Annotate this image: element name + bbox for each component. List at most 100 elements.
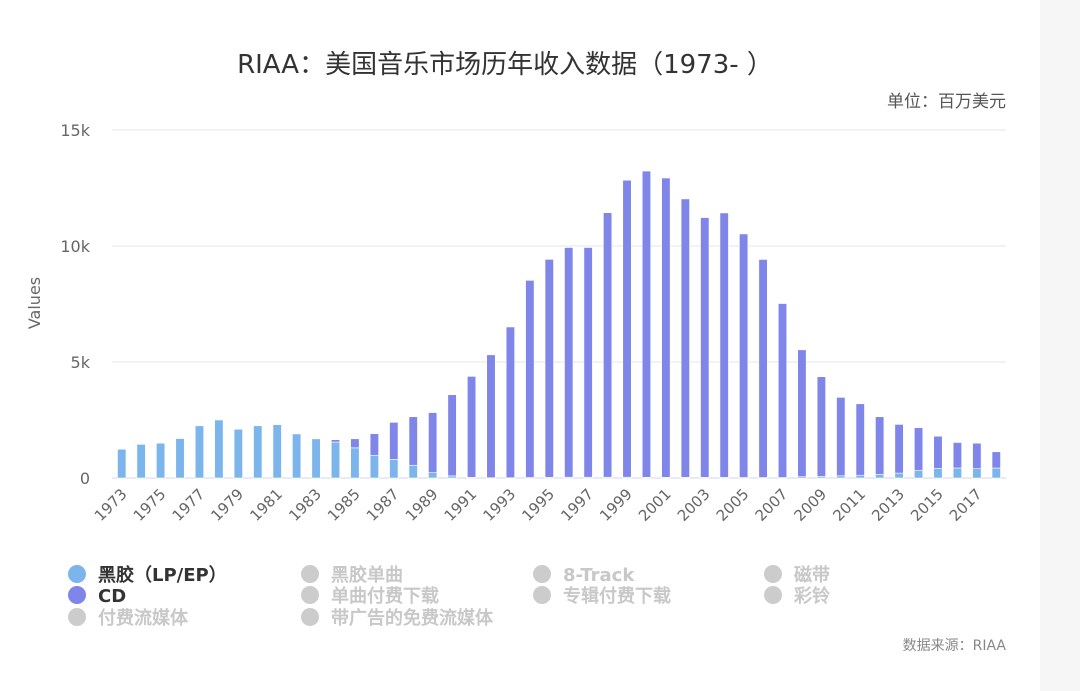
bar-vinyl-2016: [952, 467, 962, 479]
x-tick-label: 1989: [402, 485, 442, 525]
bar-cd-2018: [991, 451, 1001, 469]
bar-cd-2003: [700, 217, 710, 478]
x-tick-label: 1991: [441, 485, 481, 525]
legend-item[interactable]: 黑胶（LP/EP）: [68, 564, 227, 586]
legend-item[interactable]: 单曲付费下载: [301, 585, 439, 607]
legend-marker: [301, 586, 319, 604]
bar-vinyl-1990: [447, 475, 457, 479]
x-tick-label: 1983: [285, 485, 325, 525]
bar-vinyl-1974: [136, 444, 146, 479]
legend-marker: [301, 565, 319, 583]
bar-vinyl-2010: [836, 475, 846, 479]
x-tick-label: 2003: [674, 485, 714, 525]
bar-vinyl-1983: [311, 438, 321, 479]
y-axis-ticks: 0 5k 10k 15k: [60, 121, 90, 488]
bar-cd-1998: [603, 212, 613, 478]
bar-vinyl-2018: [991, 467, 1001, 479]
x-tick-label: 2013: [868, 485, 908, 525]
chart-subtitle: 单位：百万美元: [887, 92, 1006, 112]
bar-vinyl-1975: [156, 442, 166, 479]
legend-item[interactable]: 黑胶单曲: [301, 564, 403, 586]
x-tick-label: 1993: [479, 485, 519, 525]
bar-vinyl-1987: [389, 459, 399, 479]
bar-vinyl-1985: [350, 447, 360, 479]
grid-lines: [112, 129, 1006, 479]
bar-cd-2002: [680, 198, 690, 478]
legend-item[interactable]: 彩铃: [764, 585, 830, 607]
bar-cd-2004: [719, 212, 729, 478]
bar-cd-1986: [369, 433, 379, 456]
x-tick-label: 1997: [557, 485, 597, 525]
x-tick-label: 1999: [596, 485, 636, 525]
x-tick-label: 1973: [91, 485, 131, 525]
bar-cd-1987: [389, 422, 399, 460]
bar-vinyl-1989: [428, 472, 438, 479]
bar-vinyl-2013: [894, 472, 904, 479]
y-tick-label: 5k: [71, 353, 91, 372]
bar-cd-1993: [505, 326, 515, 479]
bar-vinyl-1988: [408, 464, 418, 479]
bar-cd-1984: [330, 439, 341, 443]
legend-label: CD: [98, 586, 126, 607]
bar-cd-1992: [486, 354, 496, 479]
bar-vinyl-1978: [214, 419, 224, 479]
bar-vinyl-1979: [233, 428, 243, 479]
legend-item[interactable]: 专辑付费下载: [533, 585, 671, 607]
legend-label: 8-Track: [563, 565, 635, 586]
legend-item[interactable]: 付费流媒体: [68, 607, 189, 629]
x-tick-label: 2011: [829, 485, 869, 525]
x-tick-label: 1979: [207, 485, 247, 525]
legend-item[interactable]: 8-Track: [533, 565, 635, 586]
bar-cd-2000: [641, 170, 652, 478]
bar-cd-2005: [739, 233, 749, 478]
legend-item[interactable]: 带广告的免费流媒体: [301, 607, 494, 629]
bar-vinyl-1986: [369, 454, 379, 479]
x-tick-label: 2009: [790, 485, 830, 525]
bar-cd-2015: [933, 435, 943, 469]
bars: [117, 170, 1001, 479]
bar-cd-2007: [777, 303, 788, 478]
bar-cd-2006: [758, 259, 768, 478]
chart-title: RIAA：美国音乐市场历年收入数据（1973- ）: [237, 50, 773, 80]
bar-vinyl-1984: [330, 441, 341, 479]
bar-cd-1994: [525, 280, 535, 478]
bar-vinyl-2017: [972, 468, 982, 479]
bar-cd-1991: [466, 376, 477, 478]
x-tick-label: 2007: [752, 485, 792, 525]
legend-label: 付费流媒体: [98, 607, 189, 629]
legend-label: 单曲付费下载: [331, 585, 439, 607]
bar-cd-2009: [816, 376, 826, 477]
legend-marker: [68, 608, 86, 626]
bar-vinyl-1980: [253, 425, 263, 479]
y-tick-label: 10k: [60, 237, 90, 256]
legend-marker: [764, 586, 782, 604]
bar-cd-2001: [661, 177, 671, 478]
bar-cd-1999: [622, 179, 632, 478]
legend-label: 黑胶单曲: [331, 564, 403, 586]
bar-vinyl-1981: [272, 424, 282, 479]
bar-cd-1985: [350, 438, 360, 449]
x-tick-label: 2017: [946, 485, 986, 525]
bar-vinyl-2012: [875, 473, 885, 479]
bar-vinyl-1976: [175, 438, 185, 479]
legend-label: 磁带: [794, 564, 830, 586]
x-tick-label: 1975: [130, 485, 170, 525]
bar-cd-2017: [972, 442, 982, 470]
x-tick-label: 1977: [169, 485, 209, 525]
bar-cd-2013: [894, 424, 904, 474]
x-tick-label: 2015: [907, 485, 947, 525]
y-axis-title: Values: [25, 277, 44, 329]
bar-cd-2008: [797, 349, 807, 478]
legend-label: 彩铃: [793, 585, 830, 607]
bar-vinyl-2015: [933, 467, 943, 479]
x-tick-label: 2001: [635, 485, 675, 525]
legend-item[interactable]: CD: [68, 586, 126, 607]
legend-marker: [533, 565, 551, 583]
legend-marker: [533, 586, 551, 604]
bar-cd-1983: [311, 438, 321, 440]
bar-vinyl-2011: [855, 474, 865, 479]
bar-cd-2016: [952, 442, 962, 469]
y-tick-label: 0: [80, 469, 90, 488]
legend-item[interactable]: 磁带: [764, 564, 830, 586]
